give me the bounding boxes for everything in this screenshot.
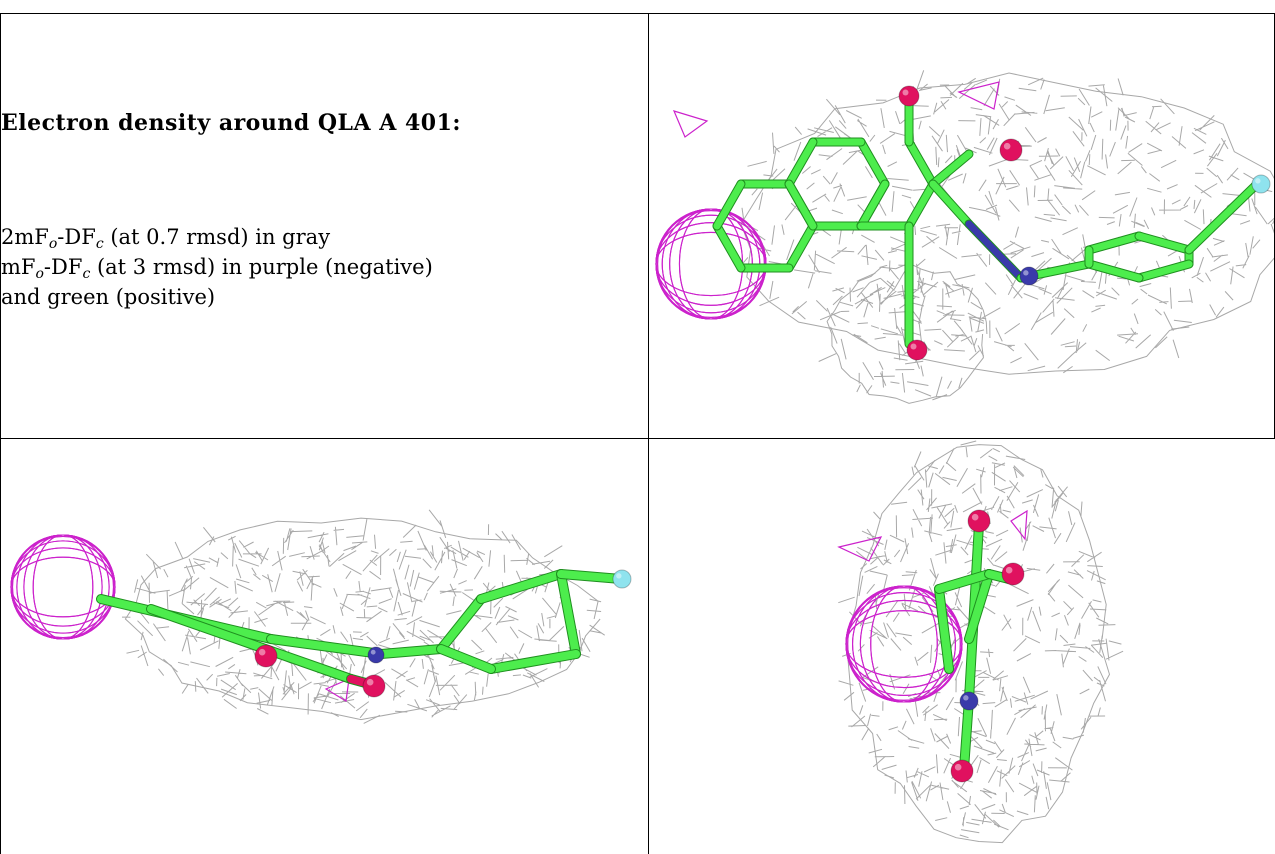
- table-left-border: [0, 13, 1, 854]
- figure-legend: 2mFo-DFc (at 0.7 rmsd) in gray mFo-DFc (…: [1, 222, 648, 312]
- nitrogen-atom: [959, 691, 979, 711]
- legend-text: -DF: [43, 255, 83, 279]
- oxygen-atom: [362, 674, 386, 698]
- negative-density-fragment: [837, 536, 883, 562]
- oxygen-atom: [950, 759, 974, 783]
- negative-density-fragment: [1010, 509, 1028, 541]
- negative-density-cage: [10, 534, 116, 640]
- table-row-divider: [0, 438, 1275, 439]
- table-middle-border: [648, 13, 649, 854]
- fluorine-atom: [612, 569, 632, 589]
- carbon-bond: [477, 570, 565, 603]
- fluorine-atom: [1251, 174, 1271, 194]
- oxygen-atom: [906, 339, 928, 361]
- density-panel-bottom-left: [1, 439, 648, 854]
- carbon-bond: [929, 150, 973, 188]
- legend-text: mF: [1, 255, 36, 279]
- carbon-bond: [905, 180, 937, 230]
- carbon-bond: [557, 570, 625, 583]
- carbon-bond: [960, 695, 973, 773]
- subscript-o: o: [48, 236, 58, 252]
- legend-text: (at 0.7 rmsd) in gray: [103, 225, 331, 249]
- nitrogen-atom: [367, 646, 385, 664]
- density-panel-bottom-right: [649, 439, 1275, 854]
- negative-density-fragment: [672, 110, 709, 138]
- carbon-bond: [437, 595, 485, 653]
- carbon-bond: [147, 605, 355, 683]
- carbon-bond: [965, 570, 993, 643]
- carbon-bond: [857, 138, 889, 188]
- molecule-density-view-2: [10, 509, 632, 724]
- density-panel-top-right: [649, 14, 1274, 438]
- oxygen-atom: [898, 85, 920, 107]
- carbon-bond: [935, 570, 993, 593]
- legend-line-fofc: mFo-DFc (at 3 rmsd) in purple (negative): [1, 252, 648, 282]
- carbon-bond: [1135, 232, 1193, 254]
- negative-density-fragment: [957, 81, 1000, 110]
- nitrogen-atom: [1019, 266, 1039, 286]
- gray-density-mesh: [731, 70, 1274, 375]
- negative-density-fragment: [324, 678, 350, 702]
- carbon-bond: [935, 585, 953, 673]
- carbon-bond: [1085, 232, 1143, 254]
- carbon-bond: [785, 138, 817, 188]
- legend-text: (at 3 rmsd) in purple (negative): [90, 255, 433, 279]
- table-top-border: [0, 13, 1275, 14]
- carbon-bond: [785, 222, 817, 272]
- carbon-bond: [713, 222, 745, 272]
- subscript-c: c: [82, 266, 91, 282]
- molecule-density-view-3: [837, 440, 1124, 844]
- oxygen-atom: [254, 644, 278, 668]
- subscript-o: o: [35, 266, 44, 282]
- legend-line-2fofc: 2mFo-DFc (at 0.7 rmsd) in gray: [1, 222, 648, 252]
- carbon-bond: [487, 650, 580, 673]
- molecule-density-view-1: [655, 70, 1274, 404]
- carbon-bond: [1185, 180, 1261, 254]
- legend-line-positive: and green (positive): [1, 285, 216, 309]
- figure-title: Electron density around QLA A 401:: [1, 110, 462, 136]
- carbon-bond: [857, 180, 889, 230]
- oxygen-atom: [967, 509, 991, 533]
- carbon-bond: [377, 645, 445, 658]
- carbon-bond: [1085, 260, 1143, 282]
- carbon-bond: [785, 180, 817, 230]
- carbon-bond: [1135, 260, 1193, 282]
- legend-text: 2mF: [1, 225, 49, 249]
- legend-text: -DF: [57, 225, 96, 249]
- gray-density-mesh: [818, 262, 1001, 404]
- subscript-c: c: [95, 236, 104, 252]
- carbon-bond: [557, 570, 580, 658]
- carbon-bond: [929, 180, 973, 228]
- carbon-bond: [267, 635, 385, 658]
- oxygen-atom: [999, 138, 1023, 162]
- carbon-bond: [905, 138, 937, 188]
- caption-cell: Electron density around QLA A 401: 2mFo-…: [1, 14, 648, 438]
- nitrogen-bond: [965, 220, 1025, 282]
- carbon-bond: [713, 180, 745, 230]
- gray-density-mesh: [838, 440, 1124, 844]
- oxygen-atom: [1001, 562, 1025, 586]
- carbon-bond: [437, 645, 495, 673]
